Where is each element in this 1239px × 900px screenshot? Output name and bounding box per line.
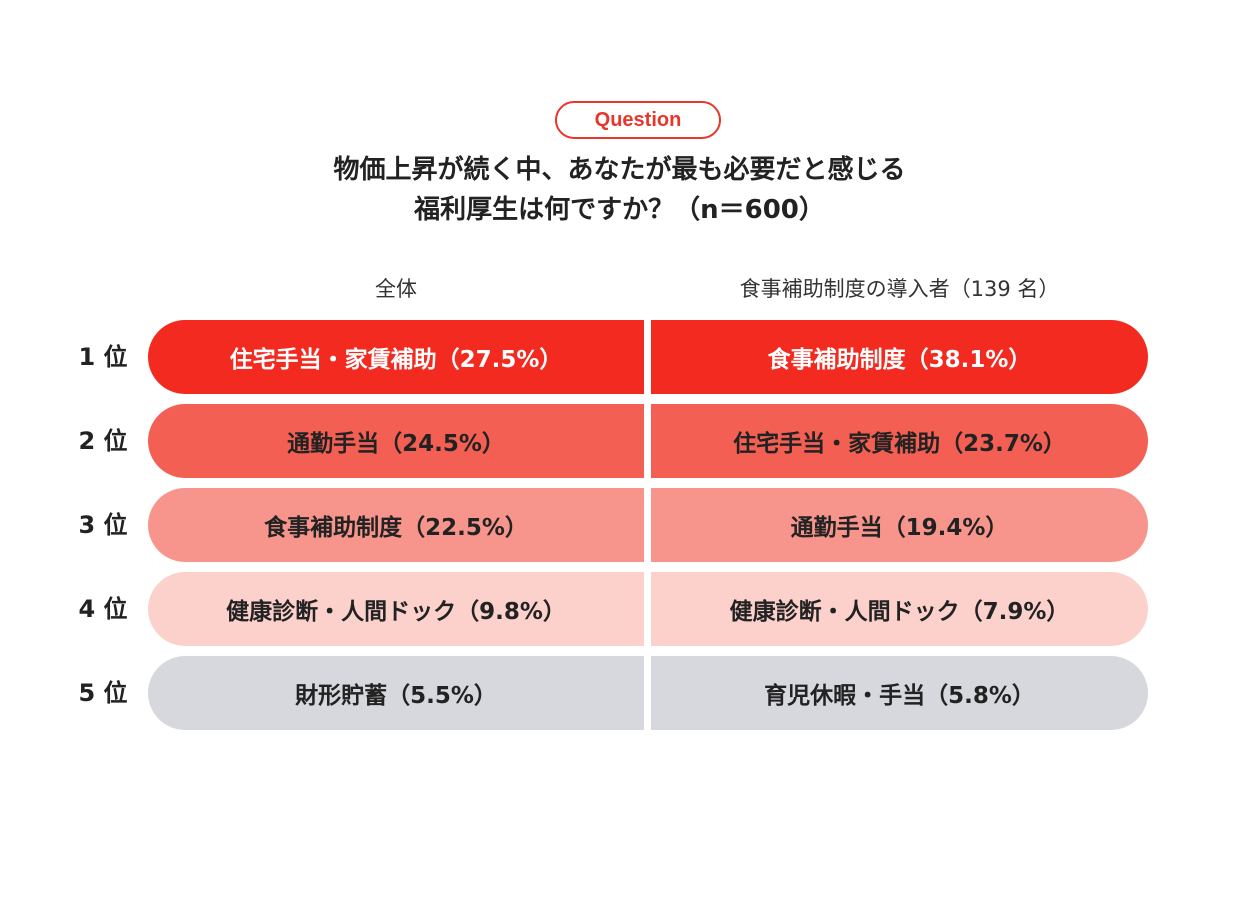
question-title: 物価上昇が続く中、あなたが最も必要だと感じる 福利厚生は何ですか？（n＝600） (0, 150, 1239, 230)
rank-label: 5 位 (78, 679, 128, 707)
overall-cell: 財形貯蓄（5.5%） (148, 656, 644, 730)
column-header-adopters: 食事補助制度の導入者（139 名） (739, 277, 1060, 301)
overall-cell: 健康診断・人間ドック（9.8%） (148, 572, 644, 646)
question-badge: Question (555, 101, 721, 139)
title-line-1: 物価上昇が続く中、あなたが最も必要だと感じる (333, 155, 906, 185)
overall-cell: 住宅手当・家賃補助（27.5%） (148, 320, 644, 394)
rank-label: 4 位 (78, 595, 128, 623)
rank-label: 1 位 (78, 343, 128, 371)
overall-cell: 通勤手当（24.5%） (148, 404, 644, 478)
adopters-cell: 住宅手当・家賃補助（23.7%） (651, 404, 1148, 478)
rank-label: 2 位 (78, 427, 128, 455)
title-line-2: 福利厚生は何ですか？（n＝600） (414, 195, 825, 225)
overall-cell: 食事補助制度（22.5%） (148, 488, 644, 562)
adopters-cell: 健康診断・人間ドック（7.9%） (651, 572, 1148, 646)
column-header-overall: 全体 (375, 277, 417, 301)
adopters-cell: 通勤手当（19.4%） (651, 488, 1148, 562)
rank-label: 3 位 (78, 511, 128, 539)
adopters-cell: 食事補助制度（38.1%） (651, 320, 1148, 394)
adopters-cell: 育児休暇・手当（5.8%） (651, 656, 1148, 730)
